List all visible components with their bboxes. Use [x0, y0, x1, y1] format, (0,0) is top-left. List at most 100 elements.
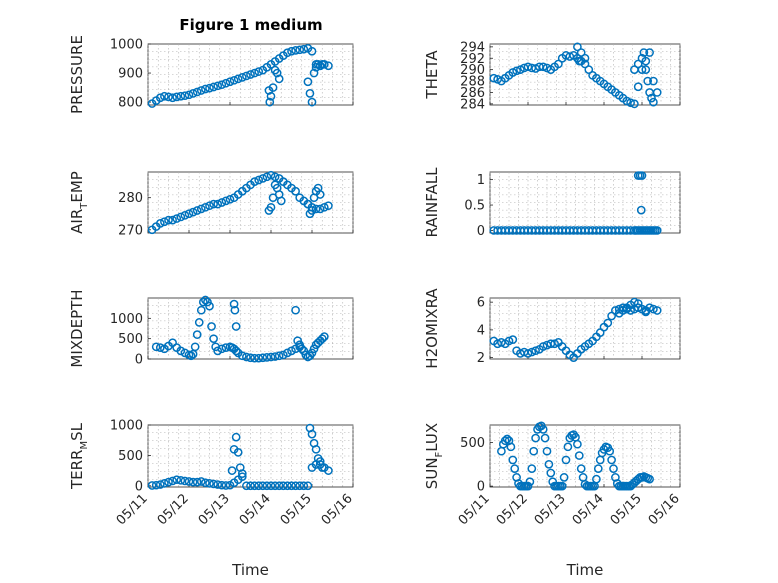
data-point [229, 75, 239, 85]
data-point [550, 339, 559, 349]
data-point [637, 53, 647, 63]
data-point [283, 481, 292, 491]
data-point [307, 46, 317, 56]
data-point [213, 81, 223, 91]
data-point [274, 351, 284, 361]
data-point [303, 199, 313, 209]
data-point [151, 342, 161, 352]
data-point [254, 67, 264, 76]
data-point [319, 202, 329, 212]
y-tick-label: 280 [118, 191, 143, 206]
data-point [307, 97, 317, 107]
plot-area [489, 171, 681, 234]
data-point [295, 340, 305, 350]
data-point [299, 481, 309, 491]
data-point [266, 202, 276, 212]
data-point [225, 77, 235, 87]
data-point [315, 204, 325, 214]
data-point [231, 322, 241, 331]
x-tick-label: 05/15 [278, 491, 315, 528]
data-point [262, 481, 272, 491]
data-point [172, 475, 182, 485]
data-point [546, 468, 556, 478]
data-point [225, 194, 235, 204]
data-point [276, 196, 286, 206]
data-point [523, 481, 533, 491]
x-tick-label: 05/13 [532, 491, 569, 528]
data-point [221, 196, 231, 206]
data-point [313, 59, 323, 69]
data-point [237, 469, 247, 478]
data-point [254, 175, 264, 185]
data-point [508, 455, 518, 465]
data-point [274, 74, 284, 84]
data-point [237, 472, 247, 482]
data-point [217, 344, 227, 354]
data-point [649, 97, 658, 107]
data-point [317, 334, 327, 344]
data-point [227, 466, 237, 475]
y-axis-label: AIRTEMP [68, 171, 90, 234]
data-point [565, 52, 575, 61]
data-point [303, 77, 313, 87]
data-point [500, 436, 510, 446]
data-point [512, 66, 521, 76]
x-tick-label: 05/15 [608, 491, 645, 528]
data-point [155, 219, 165, 228]
data-point [164, 92, 173, 102]
y-axis-label: H2OMIXRA [423, 288, 441, 369]
y-tick-label: 500 [460, 436, 485, 451]
data-point [645, 474, 654, 484]
data-point [637, 171, 647, 180]
data-point [317, 59, 327, 69]
data-point [250, 481, 259, 491]
data-point [297, 344, 307, 354]
data-point [176, 475, 186, 485]
data-point [203, 297, 212, 307]
data-point [196, 204, 206, 214]
data-point [242, 71, 251, 81]
data-point [538, 342, 548, 351]
data-point [529, 446, 539, 456]
data-point [639, 48, 649, 57]
figure-title: Figure 1 medium [179, 16, 322, 34]
y-tick-label: 0 [477, 224, 485, 239]
data-point [287, 46, 296, 56]
plot-area [147, 297, 354, 360]
data-point [196, 86, 206, 95]
data-point [176, 346, 186, 356]
y-axis-label: RAINFALL [423, 167, 441, 238]
data-point [196, 477, 206, 486]
series-points [147, 170, 333, 235]
data-point [283, 48, 292, 58]
data-point [510, 464, 520, 474]
data-point [636, 205, 646, 215]
data-point [192, 330, 202, 339]
x-tick-label: 05/11 [456, 491, 493, 528]
data-point [266, 91, 276, 101]
y-tick-label: 284 [460, 97, 485, 112]
x-tick-label: 05/14 [570, 491, 607, 528]
data-point [172, 214, 182, 223]
y-tick-label: 500 [118, 332, 143, 347]
data-point [213, 480, 223, 489]
data-point [160, 91, 169, 101]
subplot-h2omixra: 2 4 6 H2OMIXRA [423, 288, 681, 369]
data-point [574, 56, 584, 66]
y-tick-label: 1000 [110, 312, 143, 327]
subplot-mixdepth: 0 500 1000 MIXDEPTH [68, 289, 354, 368]
data-point [641, 65, 651, 75]
data-point [291, 46, 300, 55]
y-tick-label: 1 [477, 173, 485, 188]
data-point [201, 478, 210, 488]
x-tick-label: 05/11 [114, 491, 151, 528]
y-tick-label: 294 [460, 40, 485, 55]
data-point [270, 352, 280, 361]
data-point [303, 481, 313, 491]
data-point [305, 89, 315, 98]
data-point [246, 353, 255, 363]
y-axis-label: THETA [423, 50, 441, 100]
data-point [278, 350, 288, 360]
y-tick-label: 290 [460, 63, 485, 78]
